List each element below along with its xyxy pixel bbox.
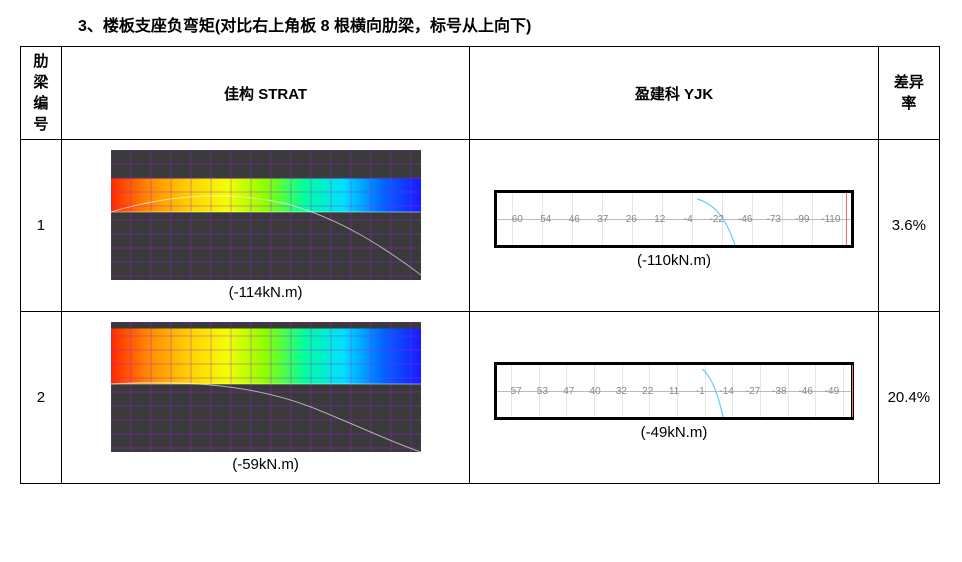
row-id: 2	[21, 312, 62, 484]
header-yjk: 盈建科 YJK	[470, 47, 878, 140]
strat-caption: (-114kN.m)	[74, 284, 457, 301]
yjk-value: -4	[674, 214, 703, 225]
strat-contour-figure	[111, 322, 421, 452]
yjk-value: -22	[703, 214, 732, 225]
yjk-value: 32	[608, 386, 634, 397]
yjk-value: -14	[714, 386, 740, 397]
strat-cell: (-114kN.m)	[61, 140, 469, 312]
diff-cell: 3.6%	[878, 140, 939, 312]
yjk-value: 47	[556, 386, 582, 397]
yjk-value: -49	[819, 386, 845, 397]
comparison-table: 肋梁编号 佳构 STRAT 盈建科 YJK 差异率 1 (-114kN.m)	[20, 46, 940, 484]
yjk-cell: 605446372612-4-22-46-73-99-110 (-110kN.m…	[470, 140, 878, 312]
yjk-value: -38	[766, 386, 792, 397]
yjk-cell: 57534740322211-1-14-27-38-46-49 (-49kN.m…	[470, 312, 878, 484]
yjk-value: 11	[661, 386, 687, 397]
yjk-value: -1	[687, 386, 713, 397]
yjk-value: 12	[646, 214, 675, 225]
yjk-caption: (-49kN.m)	[482, 424, 865, 441]
yjk-value: -46	[731, 214, 760, 225]
yjk-strip-figure: 605446372612-4-22-46-73-99-110	[494, 190, 854, 248]
yjk-caption: (-110kN.m)	[482, 252, 865, 269]
yjk-value: 40	[582, 386, 608, 397]
yjk-value: 60	[503, 214, 532, 225]
yjk-value: -46	[792, 386, 818, 397]
strat-contour-figure	[111, 150, 421, 280]
table-row: 2 (-59kN.m) 57534740322	[21, 312, 940, 484]
yjk-value: -99	[788, 214, 817, 225]
yjk-value: 22	[635, 386, 661, 397]
strat-caption: (-59kN.m)	[74, 456, 457, 473]
yjk-value: 37	[589, 214, 618, 225]
section-title: 3、楼板支座负弯矩(对比右上角板 8 根横向肋梁，标号从上向下)	[78, 12, 942, 36]
row-id: 1	[21, 140, 62, 312]
diff-cell: 20.4%	[878, 312, 939, 484]
yjk-value: 53	[529, 386, 555, 397]
yjk-value: -73	[760, 214, 789, 225]
header-diff: 差异率	[878, 47, 939, 140]
header-strat: 佳构 STRAT	[61, 47, 469, 140]
header-row: 肋梁编号 佳构 STRAT 盈建科 YJK 差异率	[21, 47, 940, 140]
yjk-value: 57	[503, 386, 529, 397]
yjk-value: -27	[740, 386, 766, 397]
yjk-value: 46	[560, 214, 589, 225]
table-row: 1 (-114kN.m) 6054463726	[21, 140, 940, 312]
yjk-value: 26	[617, 214, 646, 225]
yjk-value: -110	[817, 214, 846, 225]
yjk-value: 54	[532, 214, 561, 225]
yjk-strip-figure: 57534740322211-1-14-27-38-46-49	[494, 362, 854, 420]
header-id: 肋梁编号	[21, 47, 62, 140]
strat-cell: (-59kN.m)	[61, 312, 469, 484]
